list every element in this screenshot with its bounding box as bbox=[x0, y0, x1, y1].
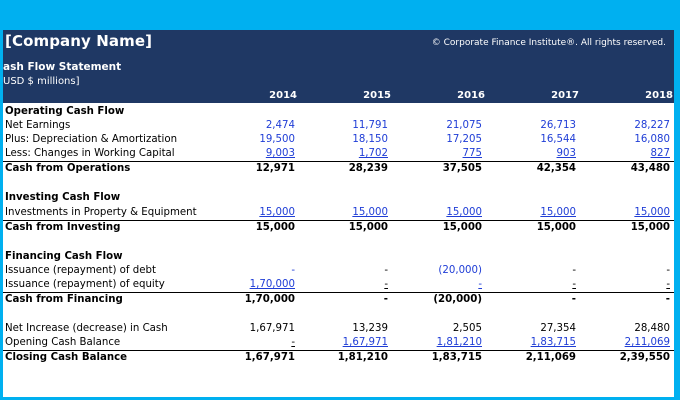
closing-balance-row[interactable]: Closing Cash Balance 1,67,971 1,81,210 1… bbox=[3, 350, 674, 365]
section-title-investing: Investing Cash Flow bbox=[5, 192, 121, 203]
cell-value[interactable]: 18,150 bbox=[352, 134, 388, 145]
cell-value[interactable]: 17,205 bbox=[446, 134, 482, 145]
company-name[interactable]: [Company Name] bbox=[5, 32, 153, 50]
cell-value[interactable]: 2,11,069 bbox=[624, 337, 670, 348]
cell-value[interactable]: 1,70,000 bbox=[244, 294, 295, 305]
cell-value[interactable]: 15,000 bbox=[348, 222, 388, 233]
copyright-notice: © Corporate Finance Institute®. All righ… bbox=[431, 38, 666, 48]
table-row[interactable]: Plus: Depreciation & Amortization 19,500… bbox=[3, 133, 674, 147]
cell-value[interactable]: 11,791 bbox=[352, 120, 388, 131]
cell-value[interactable]: 9,003 bbox=[265, 148, 295, 159]
cell-value[interactable]: 775 bbox=[462, 148, 482, 159]
cell-value[interactable]: 15,000 bbox=[255, 222, 295, 233]
section-title-operating: Operating Cash Flow bbox=[5, 106, 125, 117]
year-header: 2014 bbox=[269, 90, 297, 101]
cell-value[interactable]: - bbox=[666, 265, 670, 276]
opening-balance-row[interactable]: Opening Cash Balance - 1,67,971 1,81,210… bbox=[3, 336, 674, 350]
row-label: Cash from Operations bbox=[5, 163, 131, 174]
row-label: Issuance (repayment) of equity bbox=[5, 279, 165, 290]
cell-value[interactable]: 2,39,550 bbox=[619, 352, 670, 363]
cell-value[interactable]: - bbox=[572, 279, 576, 290]
table-row[interactable]: Issuance (repayment) of equity 1,70,000 … bbox=[3, 278, 674, 292]
cell-value[interactable]: - bbox=[478, 279, 482, 290]
cell-value[interactable]: 16,544 bbox=[540, 134, 576, 145]
row-label: Net Earnings bbox=[5, 120, 71, 131]
cell-value[interactable]: 15,000 bbox=[634, 207, 670, 218]
year-header-row: 2014 2015 2016 2017 2018 bbox=[3, 90, 674, 103]
cell-value[interactable]: 15,000 bbox=[630, 222, 670, 233]
cell-value[interactable]: 37,505 bbox=[442, 163, 482, 174]
cell-value[interactable]: 13,239 bbox=[352, 323, 388, 334]
cell-value[interactable]: 1,67,971 bbox=[249, 323, 295, 334]
total-row-financing[interactable]: Cash from Financing 1,70,000 - (20,000) … bbox=[3, 292, 674, 307]
section-title-financing: Financing Cash Flow bbox=[5, 251, 123, 262]
cell-value[interactable]: - bbox=[383, 294, 388, 305]
cell-value[interactable]: 903 bbox=[556, 148, 576, 159]
cell-value[interactable]: 2,11,069 bbox=[525, 352, 576, 363]
cell-value[interactable]: 15,000 bbox=[259, 207, 295, 218]
row-label: Issuance (repayment) of debt bbox=[5, 265, 156, 276]
row-label: Cash from Financing bbox=[5, 294, 123, 305]
net-increase-row[interactable]: Net Increase (decrease) in Cash 1,67,971… bbox=[3, 322, 674, 336]
cell-value[interactable]: 1,702 bbox=[358, 148, 388, 159]
cell-value[interactable]: 43,480 bbox=[630, 163, 670, 174]
cell-value[interactable]: 21,075 bbox=[446, 120, 482, 131]
cell-value[interactable]: 15,000 bbox=[540, 207, 576, 218]
row-label: Net Increase (decrease) in Cash bbox=[5, 323, 168, 334]
row-label: Investments in Property & Equipment bbox=[5, 207, 197, 218]
cell-value[interactable]: 28,239 bbox=[348, 163, 388, 174]
cell-value[interactable]: 27,354 bbox=[540, 323, 576, 334]
cell-value[interactable]: 1,70,000 bbox=[249, 279, 295, 290]
row-label: Closing Cash Balance bbox=[5, 352, 128, 363]
table-row[interactable]: Net Earnings 2,474 11,791 21,075 26,713 … bbox=[3, 119, 674, 133]
cell-value[interactable]: 16,080 bbox=[634, 134, 670, 145]
cell-value[interactable]: - bbox=[291, 337, 295, 348]
cell-value[interactable]: 1,83,715 bbox=[431, 352, 482, 363]
cell-value[interactable]: 15,000 bbox=[446, 207, 482, 218]
spreadsheet-sheet: [Company Name] © Corporate Finance Insti… bbox=[3, 30, 674, 397]
cell-value[interactable]: 28,227 bbox=[634, 120, 670, 131]
cell-value[interactable]: - bbox=[665, 294, 670, 305]
cell-value[interactable]: 42,354 bbox=[536, 163, 576, 174]
cell-value[interactable]: 2,474 bbox=[265, 120, 295, 131]
table-row[interactable]: Issuance (repayment) of debt - - (20,000… bbox=[3, 264, 674, 278]
row-label: Less: Changes in Working Capital bbox=[5, 148, 175, 159]
cell-value[interactable]: 1,67,971 bbox=[342, 337, 388, 348]
cell-value[interactable]: 1,67,971 bbox=[244, 352, 295, 363]
cell-value[interactable]: 827 bbox=[650, 148, 670, 159]
cell-value[interactable]: 28,480 bbox=[634, 323, 670, 334]
year-header: 2018 bbox=[645, 90, 673, 101]
cell-value[interactable]: 15,000 bbox=[352, 207, 388, 218]
header-band: [Company Name] © Corporate Finance Insti… bbox=[3, 30, 674, 103]
cell-value[interactable]: (20,000) bbox=[433, 294, 482, 305]
cell-value[interactable]: - bbox=[666, 279, 670, 290]
cell-value[interactable]: 15,000 bbox=[536, 222, 576, 233]
year-header: 2016 bbox=[457, 90, 485, 101]
row-label: Plus: Depreciation & Amortization bbox=[5, 134, 178, 145]
cell-value[interactable]: 1,81,210 bbox=[337, 352, 388, 363]
cell-value[interactable]: 1,81,210 bbox=[436, 337, 482, 348]
year-header: 2017 bbox=[551, 90, 579, 101]
row-label: Opening Cash Balance bbox=[5, 337, 121, 348]
cell-value[interactable]: (20,000) bbox=[438, 265, 482, 276]
statement-units: USD $ millions] bbox=[3, 76, 80, 87]
total-row-operations[interactable]: Cash from Operations 12,971 28,239 37,50… bbox=[3, 161, 674, 176]
total-row-investing[interactable]: Cash from Investing 15,000 15,000 15,000… bbox=[3, 220, 674, 235]
cell-value[interactable]: - bbox=[571, 294, 576, 305]
cell-value[interactable]: - bbox=[384, 279, 388, 290]
cell-value[interactable]: - bbox=[384, 265, 388, 276]
cell-value[interactable]: 1,83,715 bbox=[530, 337, 576, 348]
cell-value[interactable]: 15,000 bbox=[442, 222, 482, 233]
cell-value[interactable]: 12,971 bbox=[255, 163, 295, 174]
cell-value[interactable]: - bbox=[572, 265, 576, 276]
row-label: Cash from Investing bbox=[5, 222, 121, 233]
cell-value[interactable]: 26,713 bbox=[540, 120, 576, 131]
cell-value[interactable]: - bbox=[291, 265, 295, 276]
table-row[interactable]: Investments in Property & Equipment 15,0… bbox=[3, 206, 674, 220]
table-row[interactable]: Less: Changes in Working Capital 9,003 1… bbox=[3, 147, 674, 161]
cell-value[interactable]: 2,505 bbox=[452, 323, 482, 334]
year-header: 2015 bbox=[363, 90, 391, 101]
statement-title: ash Flow Statement bbox=[3, 61, 122, 73]
cell-value[interactable]: 19,500 bbox=[259, 134, 295, 145]
